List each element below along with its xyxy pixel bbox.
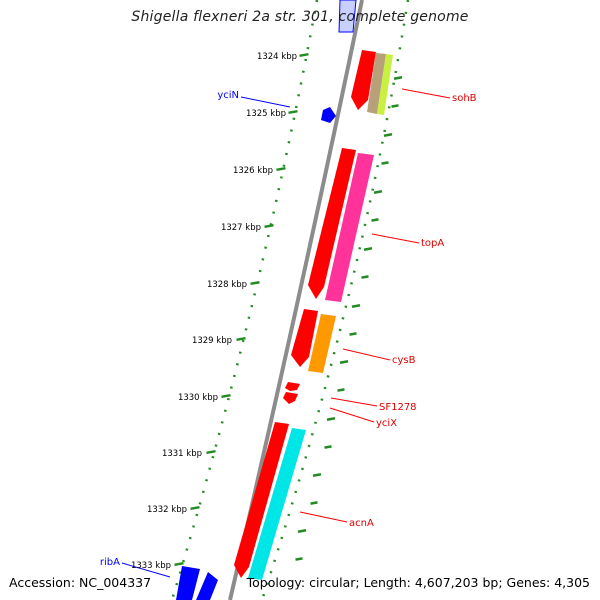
kbp-tick	[339, 360, 349, 364]
top-blue-gene[interactable]	[338, 0, 357, 33]
gene-cysB[interactable]	[291, 309, 318, 367]
kbp-tick	[206, 449, 216, 455]
gene-topA[interactable]	[308, 148, 356, 299]
kbp-tick	[361, 275, 369, 279]
cog-sohB-lime[interactable]	[377, 54, 393, 115]
kbp-tick	[250, 280, 260, 286]
kbp-tick	[393, 76, 403, 80]
kbp-tick	[324, 445, 332, 449]
inner-ruler-dots	[170, 0, 319, 600]
kbp-tick	[312, 473, 322, 477]
kbp-label: 1333 kbp	[131, 561, 171, 571]
kbp-tick	[373, 190, 383, 194]
kbp-tick	[190, 505, 200, 511]
gene-label-yciN[interactable]: yciN	[217, 90, 239, 101]
kbp-tick	[337, 388, 345, 392]
label-leaders	[121, 88, 451, 578]
kbp-tick	[297, 529, 307, 533]
kbp-ticks	[174, 52, 403, 567]
kbp-tick	[349, 332, 357, 336]
kbp-label: 1325 kbp	[246, 109, 286, 119]
cog-sohB-tan[interactable]	[367, 53, 386, 114]
kbp-label: 1324 kbp	[257, 52, 297, 62]
kbp-labels: 1324 kbp 1325 kbp 1326 kbp 1327 kbp 1328…	[131, 52, 297, 571]
kbp-label: 1327 kbp	[221, 223, 261, 233]
gene-ribA-neighbor[interactable]	[196, 572, 218, 600]
kbp-tick	[351, 304, 361, 308]
gene-label-ribA[interactable]: ribA	[100, 557, 120, 568]
genome-summary-text: Topology: circular; Length: 4,607,203 bp…	[246, 575, 590, 590]
gene-label-topA[interactable]: topA	[421, 238, 444, 249]
kbp-tick	[391, 104, 399, 108]
gene-label-SF1278[interactable]: SF1278	[379, 402, 417, 413]
kbp-tick	[383, 133, 393, 137]
kbp-label: 1329 kbp	[192, 336, 232, 346]
gene-sohB[interactable]	[351, 50, 376, 110]
kbp-tick	[363, 247, 373, 251]
kbp-label: 1330 kbp	[178, 393, 218, 403]
kbp-tick	[381, 161, 389, 165]
gene-label-sohB[interactable]: sohB	[452, 93, 477, 104]
kbp-tick	[295, 557, 303, 561]
gene-label-cysB[interactable]: cysB	[392, 355, 416, 366]
accession-text: Accession: NC_004337	[9, 575, 152, 590]
gene-label-acnA[interactable]: acnA	[349, 518, 374, 529]
map-title: Shigella flexneri 2a str. 301, complete …	[131, 9, 469, 25]
kbp-tick	[288, 109, 298, 115]
kbp-tick	[299, 52, 309, 58]
cog-topA[interactable]	[325, 153, 374, 302]
kbp-tick	[221, 393, 231, 399]
gene-yciX[interactable]	[283, 392, 298, 404]
kbp-label: 1331 kbp	[162, 449, 202, 459]
gene-SF1278[interactable]	[285, 382, 300, 391]
outer-ruler-dots	[260, 0, 410, 600]
kbp-tick	[371, 218, 379, 222]
kbp-tick	[236, 336, 246, 342]
kbp-tick	[174, 561, 184, 567]
kbp-label: 1326 kbp	[233, 166, 273, 176]
cog-acnA[interactable]	[248, 428, 306, 580]
kbp-tick	[326, 417, 336, 421]
kbp-tick	[264, 223, 274, 229]
cog-cysB[interactable]	[308, 314, 336, 373]
kbp-tick	[276, 166, 286, 172]
gene-yciN[interactable]	[321, 107, 336, 123]
gene-labels: yciN sohB topA cysB SF1278 yciX acnA rib…	[100, 90, 477, 568]
gene-acnA[interactable]	[234, 422, 289, 578]
kbp-label: 1328 kbp	[207, 280, 247, 290]
kbp-label: 1332 kbp	[147, 505, 187, 515]
gene-label-yciX[interactable]: yciX	[376, 418, 397, 429]
gene-ribA[interactable]	[176, 566, 200, 600]
kbp-tick	[310, 501, 318, 505]
